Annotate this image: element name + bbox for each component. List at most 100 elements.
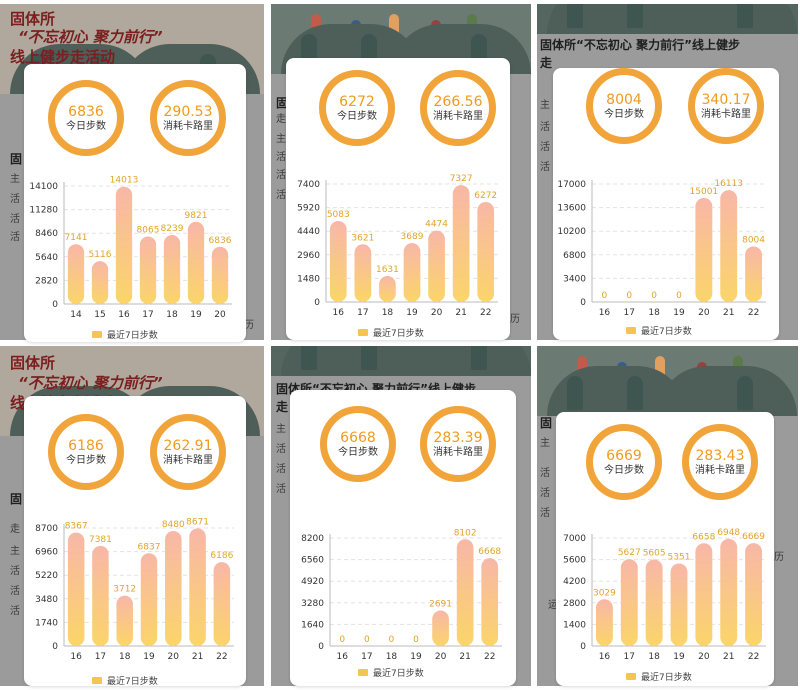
article-meta-text: 走: [10, 524, 20, 535]
bar-value-label: 0: [339, 635, 345, 645]
history-link[interactable]: 历: [774, 552, 784, 563]
chart-legend: 最近7日步数: [626, 670, 692, 683]
y-tick-label: 0: [314, 298, 320, 308]
weekly-steps-chart: 0 1480 2960 4440 5920 7400 5083 16 3621 17 1631 18 3…: [297, 174, 498, 318]
x-tick-label: 17: [624, 308, 635, 318]
x-tick-label: 17: [357, 308, 368, 318]
article-meta-text: 活: [10, 194, 20, 205]
legend-swatch: [626, 327, 636, 334]
bar-value-label: 8004: [742, 235, 765, 245]
article-headline-continued: 走: [276, 400, 289, 414]
article-meta-text: 活: [276, 444, 286, 455]
bar-value-label: 16113: [714, 179, 743, 189]
x-tick-label: 18: [119, 652, 131, 662]
calories-ring: 290.53 消耗卡路里: [150, 80, 226, 156]
bar: [720, 538, 738, 646]
x-tick-label: 20: [214, 310, 226, 320]
y-tick-label: 0: [580, 298, 586, 308]
calories-ring: 283.43 消耗卡路里: [682, 424, 758, 500]
x-tick-label: 18: [648, 308, 660, 318]
bar: [163, 235, 181, 304]
x-tick-label: 22: [748, 652, 759, 662]
article-meta-text: 活: [276, 484, 286, 495]
legend-label: 最近7日步数: [107, 331, 158, 341]
x-tick-label: 21: [723, 652, 734, 662]
weekly-steps-chart: 0 1640 3280 4920 6560 8200 0 16 0 17 0 18 0 19 2691 20 8…: [301, 528, 502, 662]
bar-value-label: 5627: [618, 548, 641, 558]
article-meta-text: 活: [10, 232, 20, 243]
bar-value-label: 5605: [643, 549, 666, 559]
bar: [189, 528, 206, 646]
bar-value-label: 9821: [185, 211, 208, 221]
y-tick-label: 17000: [557, 180, 586, 190]
calories-ring-value: 266.56: [433, 93, 483, 110]
legend-swatch: [358, 329, 368, 336]
banner-line: 线上健步走活动: [10, 48, 116, 66]
runner-figure-icon: [389, 14, 399, 40]
calories-ring-value: 283.43: [695, 447, 745, 464]
today-steps-ring-value: 8004: [606, 91, 642, 108]
article-meta-text: 活: [276, 190, 286, 201]
x-tick-label: 20: [168, 652, 180, 662]
bar: [745, 543, 763, 646]
calories-ring: 283.39 消耗卡路里: [420, 406, 496, 482]
bar: [481, 558, 499, 646]
x-tick-label: 18: [382, 308, 394, 318]
bar: [428, 230, 445, 302]
calories-ring-value: 262.91: [163, 437, 213, 454]
bar: [354, 244, 372, 302]
calories-ring: 262.91 消耗卡路里: [150, 414, 226, 490]
weekly-steps-chart: 0 2820 5640 8460 11280 14100 7141 14 5116 15 14013…: [29, 176, 232, 320]
article-meta-text: 活: [276, 170, 286, 181]
y-tick-label: 0: [318, 642, 324, 652]
x-tick-label: 20: [435, 652, 447, 662]
y-tick-label: 3280: [301, 599, 324, 609]
x-tick-label: 20: [698, 308, 710, 318]
bar: [92, 545, 109, 646]
y-tick-label: 5640: [35, 253, 58, 263]
y-tick-label: 5220: [35, 571, 58, 581]
history-link[interactable]: 历: [244, 320, 254, 331]
hill-shape: [657, 4, 797, 34]
today-steps-ring: 8004 今日步数: [586, 68, 662, 144]
bar-value-label: 8671: [186, 517, 209, 527]
bar-value-label: 5351: [668, 552, 691, 562]
legend-label: 最近7日步数: [107, 677, 158, 687]
bar-value-label: 8480: [162, 520, 185, 530]
tree-icon: [627, 376, 643, 410]
banner-title: 固体所: [10, 10, 56, 28]
bar-value-label: 2691: [429, 600, 452, 610]
y-tick-label: 2800: [563, 599, 586, 609]
calories-ring-label: 消耗卡路里: [163, 454, 213, 466]
x-tick-label: 20: [431, 308, 443, 318]
x-tick-label: 17: [624, 652, 635, 662]
history-link[interactable]: 历: [510, 314, 520, 325]
today-steps-ring-value: 6272: [339, 93, 375, 110]
article-action-text[interactable]: 运: [548, 600, 558, 611]
chart-legend: 最近7日步数: [358, 666, 424, 679]
y-tick-label: 11280: [29, 206, 58, 216]
article-meta-text: 主: [10, 174, 20, 185]
bar: [670, 563, 688, 646]
bar-value-label: 0: [651, 291, 657, 301]
y-tick-label: 13600: [557, 204, 586, 214]
chart-legend: 最近7日步数: [358, 326, 424, 339]
legend-label: 最近7日步数: [641, 673, 692, 683]
chart-container: 0 1480 2960 4440 5920 7400 5083 16 3621 17 1631 18 3…: [290, 168, 504, 338]
x-tick-label: 21: [459, 652, 470, 662]
legend-swatch: [92, 331, 102, 338]
x-tick-label: 22: [480, 308, 491, 318]
bar: [595, 599, 613, 646]
article-meta-text: 活: [10, 214, 20, 225]
article-headline: 固: [540, 416, 553, 430]
bar-value-label: 0: [626, 291, 632, 301]
bar: [116, 595, 133, 646]
x-tick-label: 19: [410, 652, 422, 662]
bar: [379, 275, 396, 302]
x-tick-label: 15: [94, 310, 105, 320]
legend-swatch: [358, 669, 368, 676]
article-meta-text: 主: [276, 134, 286, 145]
y-tick-label: 6960: [35, 548, 58, 558]
y-tick-label: 8200: [301, 534, 324, 544]
bar: [329, 220, 347, 302]
